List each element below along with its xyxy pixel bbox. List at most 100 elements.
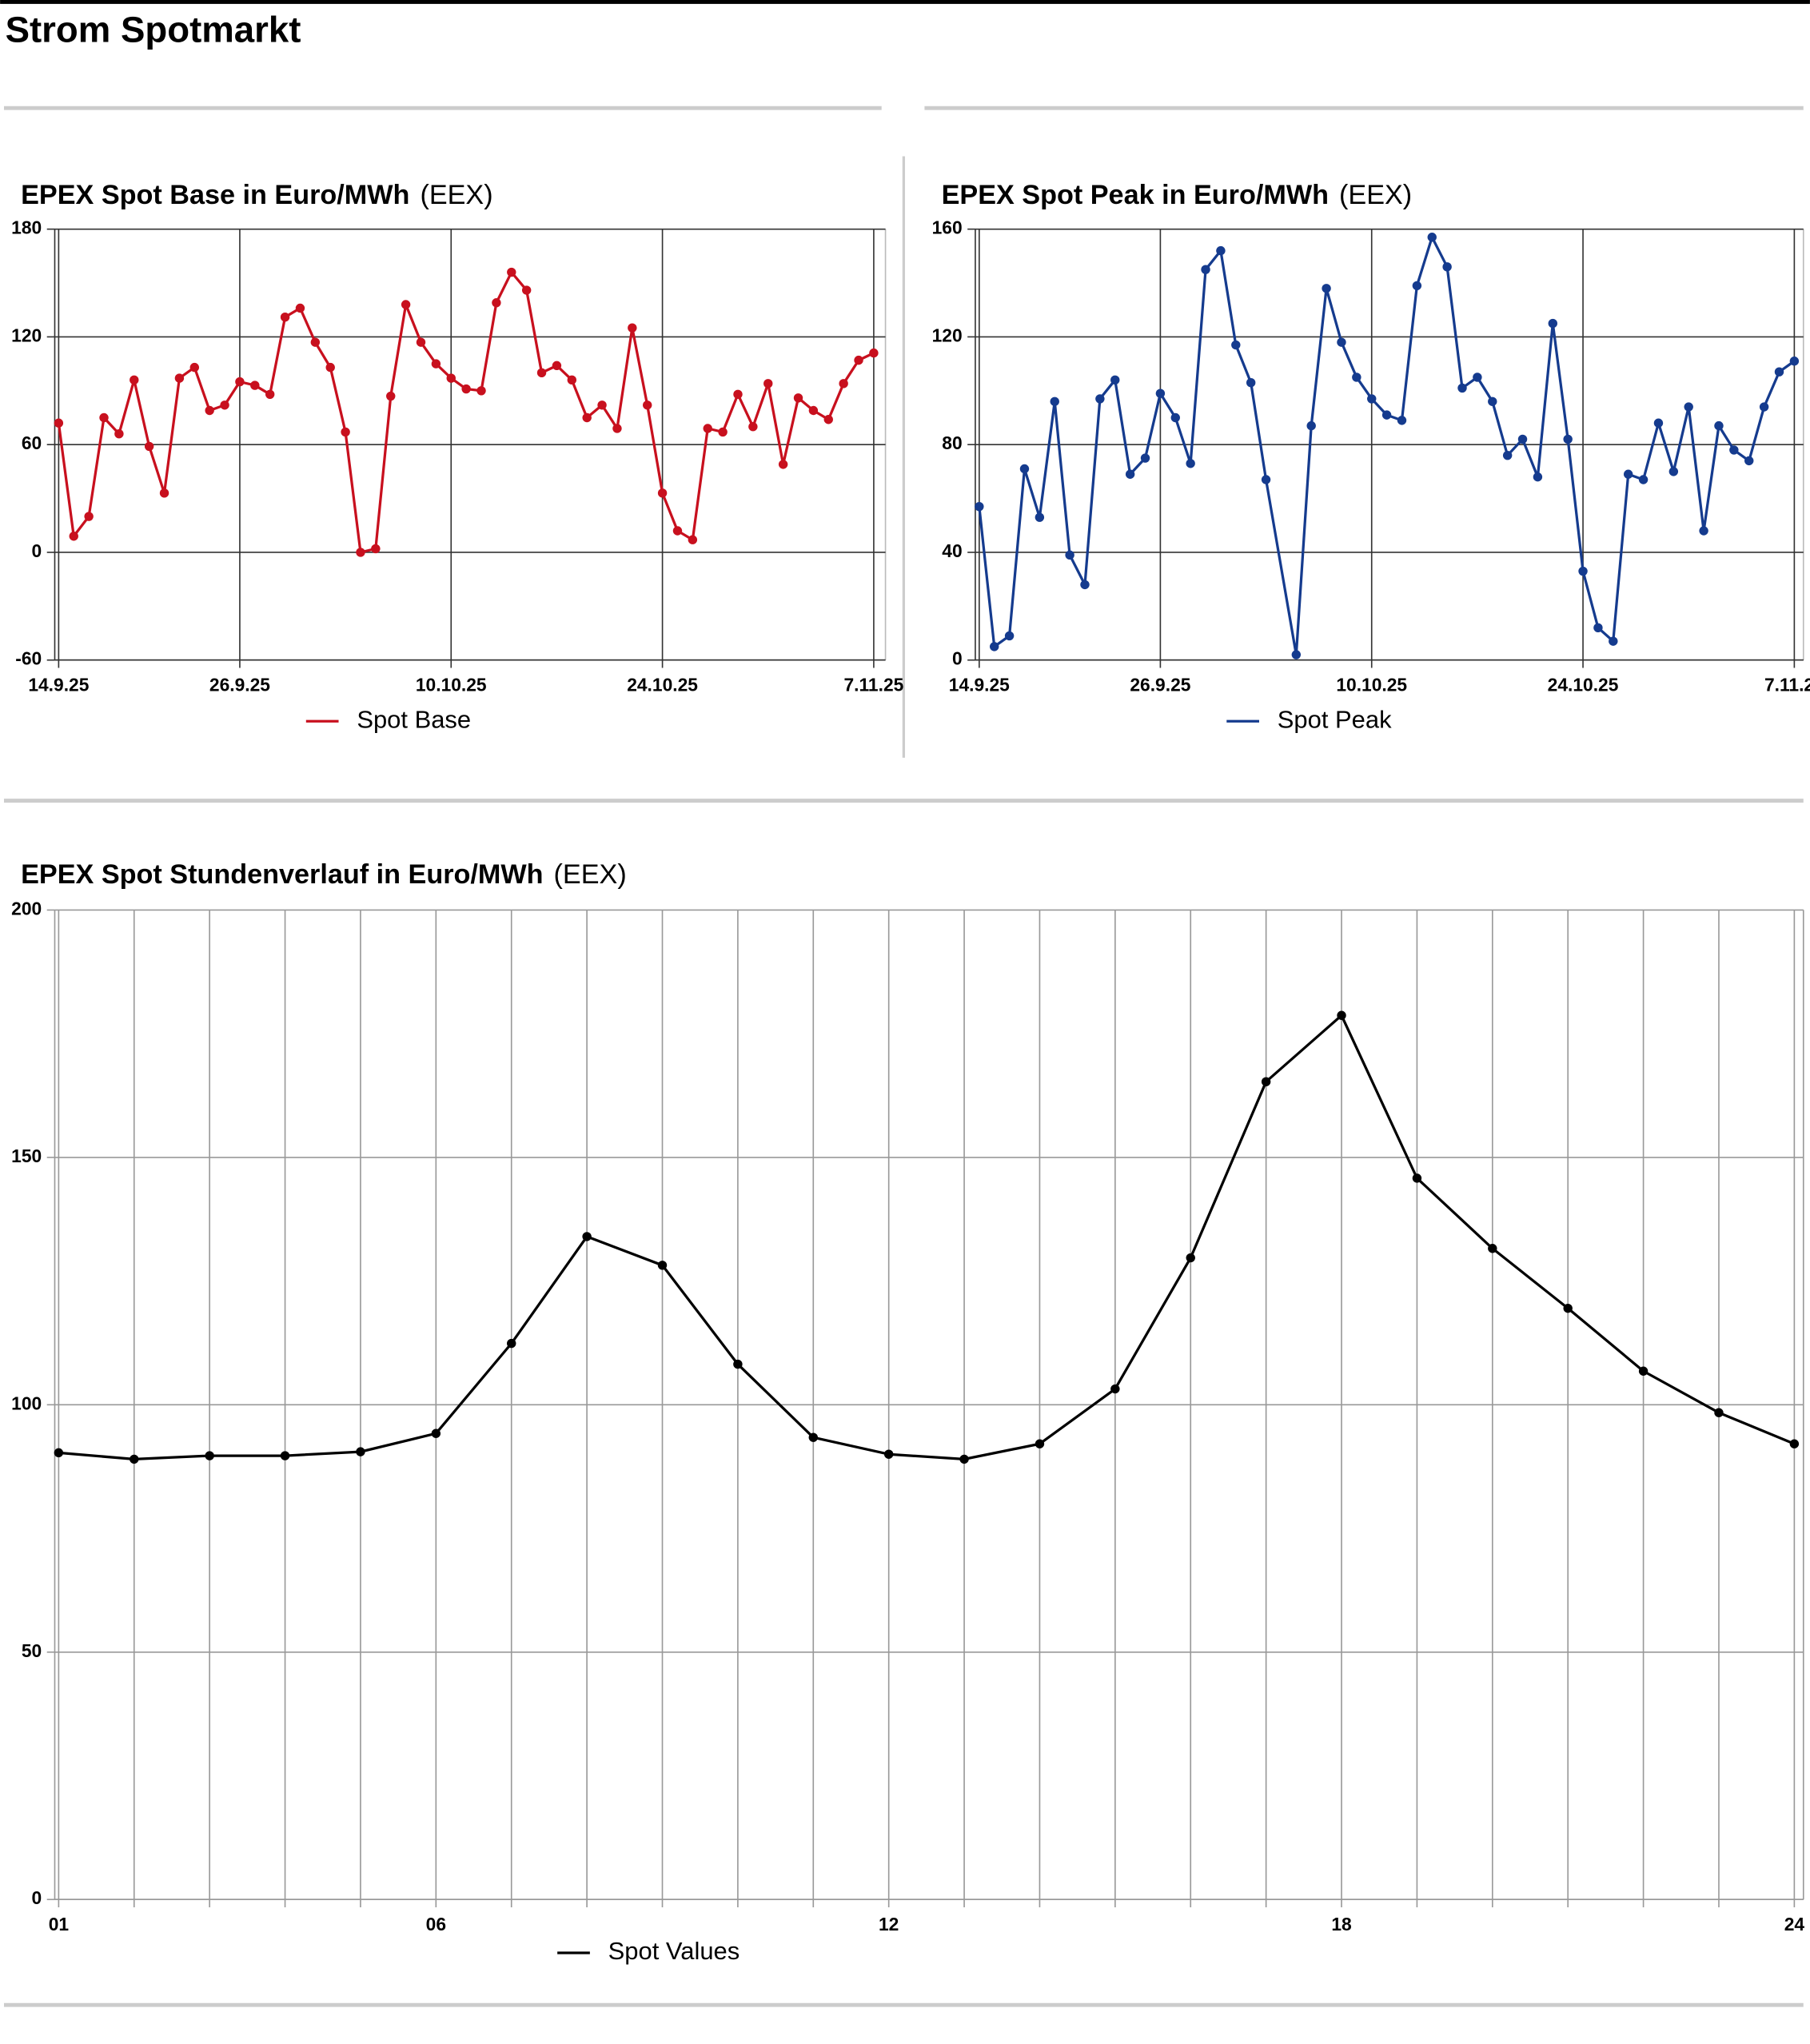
data-point [733,1359,743,1369]
data-point [733,389,743,399]
data-point [1684,402,1693,412]
data-point [839,379,848,388]
data-point [295,303,305,313]
data-point [235,377,245,387]
y-tick-label: 60 [22,432,42,453]
data-point [54,418,64,428]
data-point [1125,469,1135,479]
y-tick-label: 100 [11,1393,42,1413]
data-point [1019,464,1030,474]
data-point [1412,281,1422,291]
data-point [1714,420,1724,431]
data-point [325,362,335,373]
data-point [371,544,381,554]
data-point [356,1447,365,1456]
data-point [567,375,577,385]
data-point [1668,467,1679,476]
data-point [1638,1366,1649,1376]
y-tick-label: 80 [942,432,962,453]
data-point [310,337,321,347]
data-point [1291,650,1302,659]
data-point [69,532,78,541]
y-tick-label: 120 [932,325,963,345]
y-tick-label: 50 [22,1640,42,1661]
y-tick-label: 180 [11,217,42,238]
data-point [959,1454,969,1464]
data-point [1337,337,1346,347]
x-tick-label: 26.9.25 [1130,674,1190,695]
data-point [612,424,622,433]
data-point [461,384,471,394]
data-point [84,512,94,521]
data-point [1623,469,1633,479]
data-point [1563,434,1573,444]
data-point [748,422,758,432]
x-tick-label: 10.10.25 [416,674,487,695]
data-point [1155,388,1166,398]
data-point [1609,636,1618,646]
x-tick-label: 26.9.25 [209,674,270,695]
data-point [657,1261,668,1270]
data-point [1201,265,1210,274]
data-point [1306,420,1316,431]
chart-title: EPEX Spot Peak in Euro/MWh [942,180,1329,210]
x-tick-label: 14.9.25 [28,674,89,695]
y-tick-label: 0 [32,540,42,561]
data-point [688,535,698,544]
data-point [99,412,109,423]
data-point [1246,377,1256,388]
x-tick-label: 18 [1331,1914,1351,1934]
x-tick-label: 7.11.25 [844,674,904,695]
data-point [990,642,999,651]
data-point [1095,394,1105,404]
series-line [978,236,1796,656]
y-tick-label: 0 [952,648,963,669]
data-point [386,391,396,401]
data-point [718,427,728,437]
data-point [854,355,863,365]
y-tick-label: 150 [11,1146,42,1166]
data-point [174,373,185,383]
chart-title: EPEX Spot Base in Euro/MWh [21,180,409,210]
data-point [1231,340,1241,350]
data-point [144,441,154,452]
data-point [401,300,411,309]
data-point [114,429,124,439]
data-point [1381,410,1392,420]
data-point [1367,394,1377,404]
data-point [1337,1010,1346,1020]
data-point [597,400,607,410]
data-point [552,361,562,371]
x-tick-label: 12 [879,1914,899,1934]
x-tick-label: 14.9.25 [949,674,1010,695]
data-point [1140,453,1150,463]
chart-title: EPEX Spot Stundenverlauf in Euro/MWh [21,859,543,890]
data-point [431,359,441,369]
data-point [1035,512,1045,522]
y-tick-label: 120 [11,325,42,345]
data-point [1593,623,1603,633]
data-point [657,488,668,498]
data-point [1653,418,1664,428]
data-point [1502,450,1513,460]
data-point [1533,472,1543,482]
x-tick-label: 01 [49,1914,70,1934]
data-point [431,1428,441,1438]
data-point [446,373,456,383]
data-point [869,348,879,358]
data-point [280,313,290,322]
data-point [1261,475,1271,484]
data-point [1488,1244,1497,1253]
data-point [189,362,199,373]
data-point [1216,245,1226,256]
data-point [703,424,712,433]
legend-label: Spot Peak [1278,705,1392,733]
data-point [1035,1439,1045,1448]
data-point [808,1432,818,1442]
data-point [1004,631,1015,641]
data-point [1789,357,1800,366]
y-tick-label: 40 [942,540,962,561]
x-tick-label: 10.10.25 [1336,674,1407,695]
data-point [582,1232,592,1241]
